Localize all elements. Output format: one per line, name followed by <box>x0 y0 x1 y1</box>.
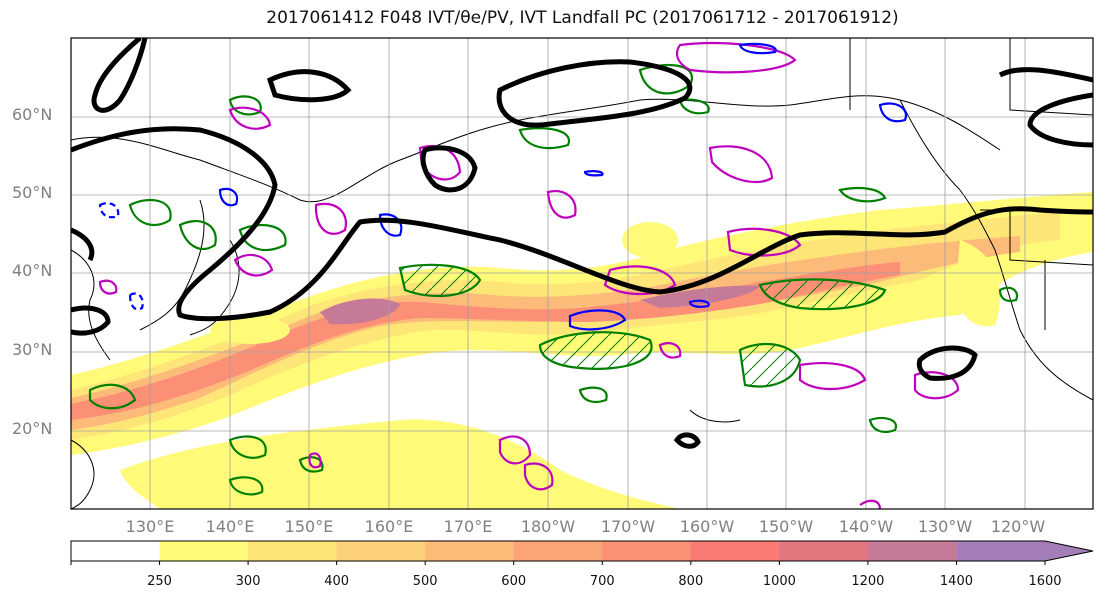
longitude-label-180w: 180°W <box>520 517 576 536</box>
colorbar-label: 1000 <box>762 574 796 589</box>
colorbar-extend-arrow <box>1045 541 1093 561</box>
longitude-label-130w: 130°W <box>917 517 973 536</box>
colorbar-label: 500 <box>412 574 438 589</box>
colorbar-label: 600 <box>501 574 527 589</box>
colorbar-swatch <box>71 541 161 561</box>
colorbar-label: 700 <box>589 574 615 589</box>
longitude-label-140w: 140°W <box>838 517 894 536</box>
colorbar-swatch <box>248 541 338 561</box>
colorbar-swatch <box>336 541 426 561</box>
latitude-label-40n: 40°N <box>12 261 53 280</box>
longitude-label-160e: 160°E <box>364 517 414 536</box>
longitude-label-150w: 150°W <box>758 517 814 536</box>
colorbar-swatch <box>779 541 869 561</box>
colorbar-label: 1200 <box>851 574 885 589</box>
colorbar-swatch <box>602 541 692 561</box>
colorbar-label: 1600 <box>1028 574 1062 589</box>
longitude-label-120w: 120°W <box>990 517 1046 536</box>
latitude-label-20n: 20°N <box>12 419 53 438</box>
longitude-label-140e: 140°E <box>205 517 255 536</box>
pv-negative-contours <box>98 42 908 331</box>
colorbar-swatch <box>513 541 603 561</box>
longitude-label-160w: 160°W <box>679 517 735 536</box>
colorbar-swatch <box>867 541 957 561</box>
longitude-label-130e: 130°E <box>125 517 175 536</box>
colorbar-label: 800 <box>678 574 704 589</box>
plot-title: 2017061412 F048 IVT/θe/PV, IVT Landfall … <box>266 8 899 28</box>
colorbar-swatch <box>956 541 1046 561</box>
longitude-label-150e: 150°E <box>284 517 334 536</box>
colorbar-label: 250 <box>147 574 172 589</box>
colorbar-swatch <box>690 541 780 561</box>
colorbar-label: 400 <box>324 574 350 589</box>
colorbar-label: 300 <box>235 574 261 589</box>
colorbar <box>70 540 1094 565</box>
latitude-label-50n: 50°N <box>12 183 53 202</box>
colorbar-swatch <box>159 541 249 561</box>
latitude-label-30n: 30°N <box>12 340 53 359</box>
colorbar-swatch <box>425 541 515 561</box>
longitude-label-170e: 170°E <box>443 517 493 536</box>
longitude-label-170w: 170°W <box>600 517 656 536</box>
map-figure <box>70 37 1094 510</box>
latitude-label-60n: 60°N <box>12 105 53 124</box>
colorbar-label: 1400 <box>939 574 973 589</box>
ivt-landfall-pc-contours <box>71 38 1093 449</box>
